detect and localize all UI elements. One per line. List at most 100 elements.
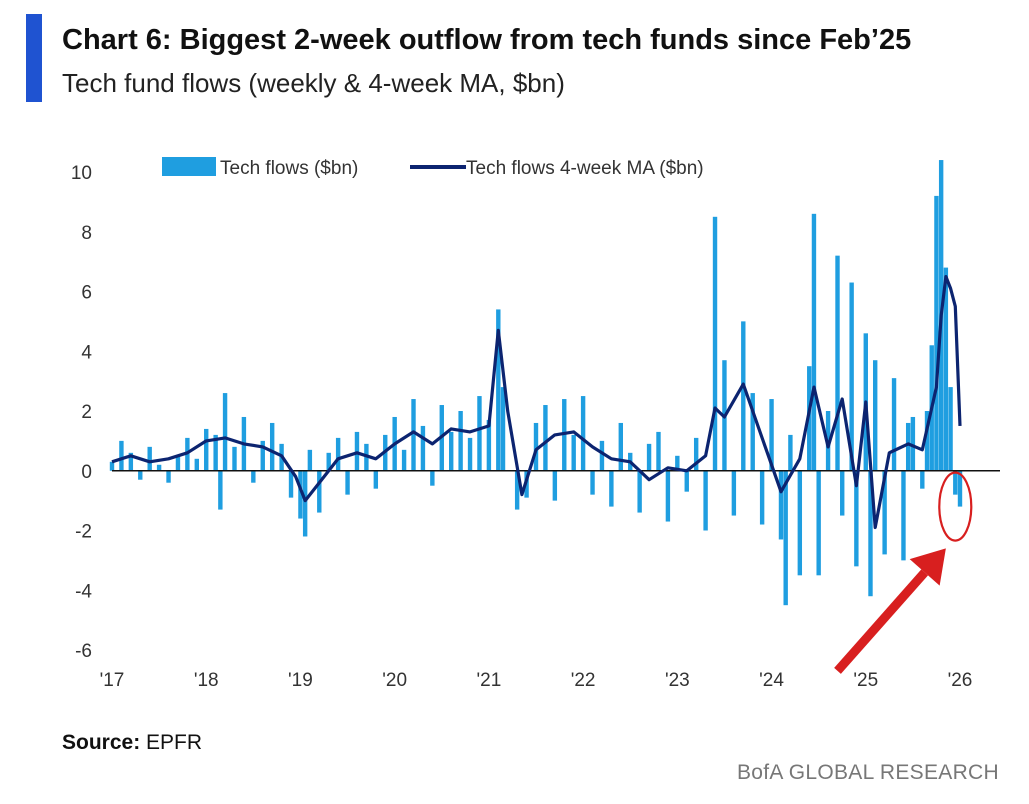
flow-bar	[948, 387, 953, 471]
flow-bar	[590, 470, 595, 495]
flow-bar	[326, 452, 331, 471]
flow-bar	[943, 267, 949, 471]
flow-bar	[213, 434, 218, 471]
title-accent-bar	[26, 14, 42, 102]
flow-bar	[430, 470, 435, 486]
flow-bar	[260, 440, 265, 471]
flow-bar	[298, 470, 303, 519]
flow-bar	[759, 470, 765, 525]
source-value: EPFR	[146, 731, 203, 754]
x-tick-label: '20	[382, 670, 407, 691]
y-tick-label: 10	[71, 163, 92, 184]
flow-bar	[675, 455, 680, 471]
flow-bar	[119, 440, 124, 471]
flow-bar	[496, 309, 501, 471]
flow-bar	[175, 455, 181, 471]
flow-bar	[514, 470, 520, 510]
legend-label-line: Tech flows 4-week MA ($bn)	[466, 158, 704, 179]
flow-bar	[543, 405, 548, 471]
y-tick-label: 6	[81, 283, 92, 304]
flow-bar	[646, 443, 652, 471]
flow-bar	[741, 321, 746, 471]
flow-bar	[156, 464, 162, 471]
y-tick-label: 0	[81, 462, 92, 483]
x-axis-ticks: '17 '18 '19 '20 '21 '22 '23 '24 '25 '26	[100, 670, 973, 691]
tech-flows-chart: 10 8 6 4 2 0 -2 -4 -6 '17 '18 '19 '20 '21 '22 '23 '24 '2…	[71, 157, 1000, 691]
highlight-circle	[938, 471, 973, 542]
flow-bar	[401, 449, 407, 471]
flow-bar	[769, 399, 774, 471]
flow-bar	[204, 428, 209, 471]
flow-bar	[901, 470, 906, 561]
ma-line-group	[111, 275, 962, 530]
flow-bar	[345, 470, 350, 495]
flow-bar	[750, 393, 755, 471]
brand-footer: BofA GLOBAL RESEARCH	[737, 761, 999, 784]
flow-bar	[849, 282, 854, 471]
x-tick-label: '22	[571, 670, 596, 691]
flow-bar	[194, 458, 199, 471]
flow-bar	[656, 431, 661, 471]
flow-bar	[420, 425, 426, 471]
x-tick-label: '17	[100, 670, 125, 691]
y-tick-label: -4	[75, 581, 92, 602]
flow-bar	[618, 422, 623, 471]
flow-bar	[637, 470, 642, 513]
flow-bar	[486, 419, 492, 471]
flow-bar	[924, 411, 930, 471]
flow-bar	[868, 470, 873, 597]
flow-bar	[905, 422, 911, 471]
flow-bar	[873, 360, 878, 471]
flow-bar	[840, 470, 845, 516]
arrow-shaft	[834, 569, 929, 674]
flow-bar	[222, 393, 228, 471]
y-tick-label: 4	[81, 342, 92, 363]
chart-legend: Tech flows ($bn) Tech flows 4-week MA ($…	[162, 157, 704, 179]
flow-bar	[477, 396, 482, 471]
arrow-head	[909, 548, 946, 586]
flow-bar	[934, 195, 939, 471]
flow-bar	[854, 470, 859, 567]
flow-bar	[953, 470, 958, 495]
flow-bar	[232, 446, 237, 471]
flow-bar	[317, 470, 322, 513]
chart-subtitle: Tech fund flows (weekly & 4-week MA, $bn…	[62, 68, 565, 98]
flow-bar	[147, 446, 152, 471]
x-tick-label: '19	[288, 670, 313, 691]
x-tick-label: '24	[759, 670, 784, 691]
flow-bar	[166, 470, 171, 483]
flow-bar	[703, 470, 708, 531]
y-tick-label: 2	[81, 402, 92, 423]
flow-bar	[373, 470, 379, 489]
x-tick-label: '25	[853, 670, 878, 691]
flow-bar	[811, 213, 817, 471]
flow-bar	[778, 470, 784, 540]
flow-bar	[891, 378, 897, 471]
flow-bar	[882, 470, 887, 555]
flow-bar	[109, 461, 115, 471]
flow-bar	[731, 470, 737, 516]
flow-bar	[665, 470, 671, 522]
flow-bar	[411, 399, 416, 471]
source-label: Source:	[62, 731, 141, 754]
flow-bar	[128, 452, 134, 471]
flow-bar	[684, 470, 689, 492]
flow-bar	[835, 255, 840, 471]
flow-bar	[712, 216, 718, 471]
flow-bar	[816, 470, 821, 576]
flow-bar	[138, 470, 143, 480]
flow-bar	[467, 437, 473, 471]
flow-bar	[957, 470, 963, 507]
flow-bar	[449, 431, 454, 471]
flow-bar	[797, 470, 803, 576]
source-note: Source: EPFR	[62, 731, 202, 755]
chart-title: Chart 6: Biggest 2-week outflow from tec…	[62, 24, 912, 56]
flow-bar	[783, 470, 788, 606]
y-axis-ticks: 10 8 6 4 2 0 -2 -4 -6	[71, 163, 93, 662]
flow-bar	[269, 422, 275, 471]
flow-bar	[920, 470, 925, 489]
flow-bar	[552, 470, 558, 501]
flow-bar	[788, 434, 793, 471]
flow-bar	[580, 396, 586, 471]
y-tick-label: -2	[75, 522, 92, 543]
